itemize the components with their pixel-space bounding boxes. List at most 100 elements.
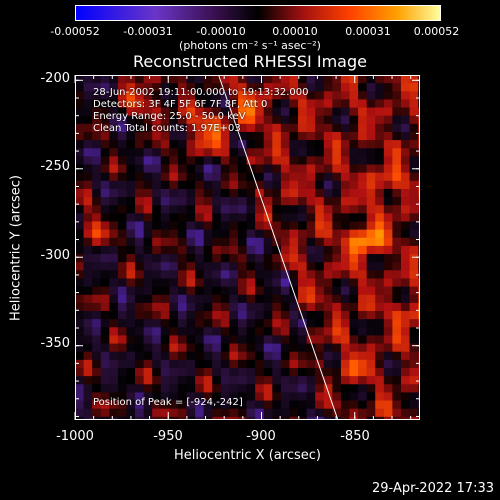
heatmap-cell [315, 245, 325, 255]
heatmap-cell [203, 131, 213, 141]
heatmap-cell [169, 131, 179, 141]
heatmap-cell [246, 294, 256, 304]
heatmap-cell [255, 302, 265, 312]
heatmap-cell [152, 351, 162, 361]
heatmap-cell [409, 91, 419, 101]
heatmap-cell [186, 376, 196, 385]
heatmap-cell [409, 335, 419, 345]
heatmap-cell [135, 123, 145, 133]
heatmap-cell [246, 123, 256, 133]
heatmap-cell [306, 392, 316, 402]
heatmap-cell [135, 188, 145, 198]
heatmap-cell [332, 270, 342, 280]
heatmap-cell [358, 237, 368, 247]
heatmap-cell [83, 197, 93, 206]
heatmap-cell [366, 148, 376, 157]
heatmap-cell [135, 302, 145, 312]
heatmap-cell [212, 180, 222, 190]
heatmap-cell [323, 156, 333, 166]
heatmap-cell [160, 384, 170, 393]
heatmap-cell [83, 156, 93, 166]
heatmap-cell [298, 319, 308, 328]
heatmap-cell [135, 400, 145, 410]
heatmap-cell [289, 311, 299, 320]
heatmap-cell [237, 384, 248, 393]
heatmap-cell [177, 400, 188, 410]
heatmap-cell [212, 262, 222, 271]
heatmap-cell [340, 278, 351, 288]
heatmap-cell [135, 384, 145, 393]
heatmap-cell [298, 188, 308, 198]
heatmap-cell [289, 270, 299, 280]
heatmap-cell [169, 278, 179, 288]
heatmap-cell [246, 205, 256, 214]
heatmap-cell [212, 384, 222, 393]
heatmap-cell [212, 83, 222, 92]
heatmap-cell [349, 205, 359, 214]
heatmap-cell [237, 294, 248, 304]
heatmap-cell [340, 131, 351, 141]
heatmap-cell [392, 156, 402, 166]
heatmap-cell [375, 99, 385, 109]
heatmap-cell [272, 213, 282, 223]
heatmap-cell [229, 351, 239, 361]
heatmap-cell [418, 148, 420, 157]
heatmap-cell [272, 400, 282, 410]
heatmap-cell [332, 172, 342, 182]
heatmap-cell [100, 99, 110, 109]
heatmap-cell [212, 213, 222, 223]
heatmap-cell [100, 400, 110, 410]
heatmap-cell [109, 294, 119, 304]
heatmap-cell [332, 359, 342, 369]
heatmap-cell [272, 384, 282, 393]
heatmap-cell [392, 319, 402, 328]
heatmap-cell [298, 343, 308, 353]
heatmap-cell [229, 367, 239, 377]
heatmap-cell [280, 213, 291, 223]
heatmap-cell [289, 213, 299, 223]
heatmap-cell [315, 384, 325, 393]
heatmap-cell [126, 245, 136, 255]
heatmap-cell [126, 172, 136, 182]
heatmap-cell [186, 83, 196, 92]
heatmap-cell [298, 123, 308, 133]
heatmap-cell [220, 237, 231, 247]
heatmap-cell [409, 99, 419, 109]
heatmap-cell [383, 351, 393, 361]
heatmap-cell [418, 245, 420, 255]
heatmap-cell [152, 294, 162, 304]
heatmap-cell [298, 156, 308, 166]
heatmap-cell [383, 302, 393, 312]
heatmap-cell [418, 392, 420, 402]
heatmap-cell [392, 302, 402, 312]
heatmap-cell [289, 83, 299, 92]
heatmap-cell [392, 164, 402, 174]
colorbar-tick-label: 0.00010 [272, 25, 318, 38]
heatmap-cell [400, 115, 411, 125]
heatmap-cell [418, 213, 420, 223]
heatmap-cell [220, 156, 231, 166]
heatmap-cell [83, 107, 93, 117]
heatmap-cell [383, 392, 393, 402]
heatmap-cell [272, 319, 282, 328]
heatmap-cell [220, 311, 231, 320]
heatmap-cell [340, 384, 351, 393]
heatmap-cell [323, 294, 333, 304]
heatmap-cell [315, 376, 325, 385]
heatmap-cell [358, 262, 368, 271]
heatmap-cell [203, 408, 213, 418]
heatmap-cell [375, 262, 385, 271]
heatmap-cell [349, 400, 359, 410]
heatmap-cell [117, 237, 128, 247]
heatmap-cell [152, 278, 162, 288]
heatmap-cell [203, 107, 213, 117]
heatmap-cell [177, 270, 188, 280]
heatmap-cell [298, 327, 308, 337]
heatmap-cell [255, 131, 265, 141]
heatmap-cell [298, 376, 308, 385]
heatmap-cell [75, 213, 85, 223]
heatmap-cell [220, 262, 231, 271]
heatmap-cell [160, 107, 170, 117]
heatmap-cell [152, 140, 162, 149]
heatmap-cell [409, 83, 419, 92]
